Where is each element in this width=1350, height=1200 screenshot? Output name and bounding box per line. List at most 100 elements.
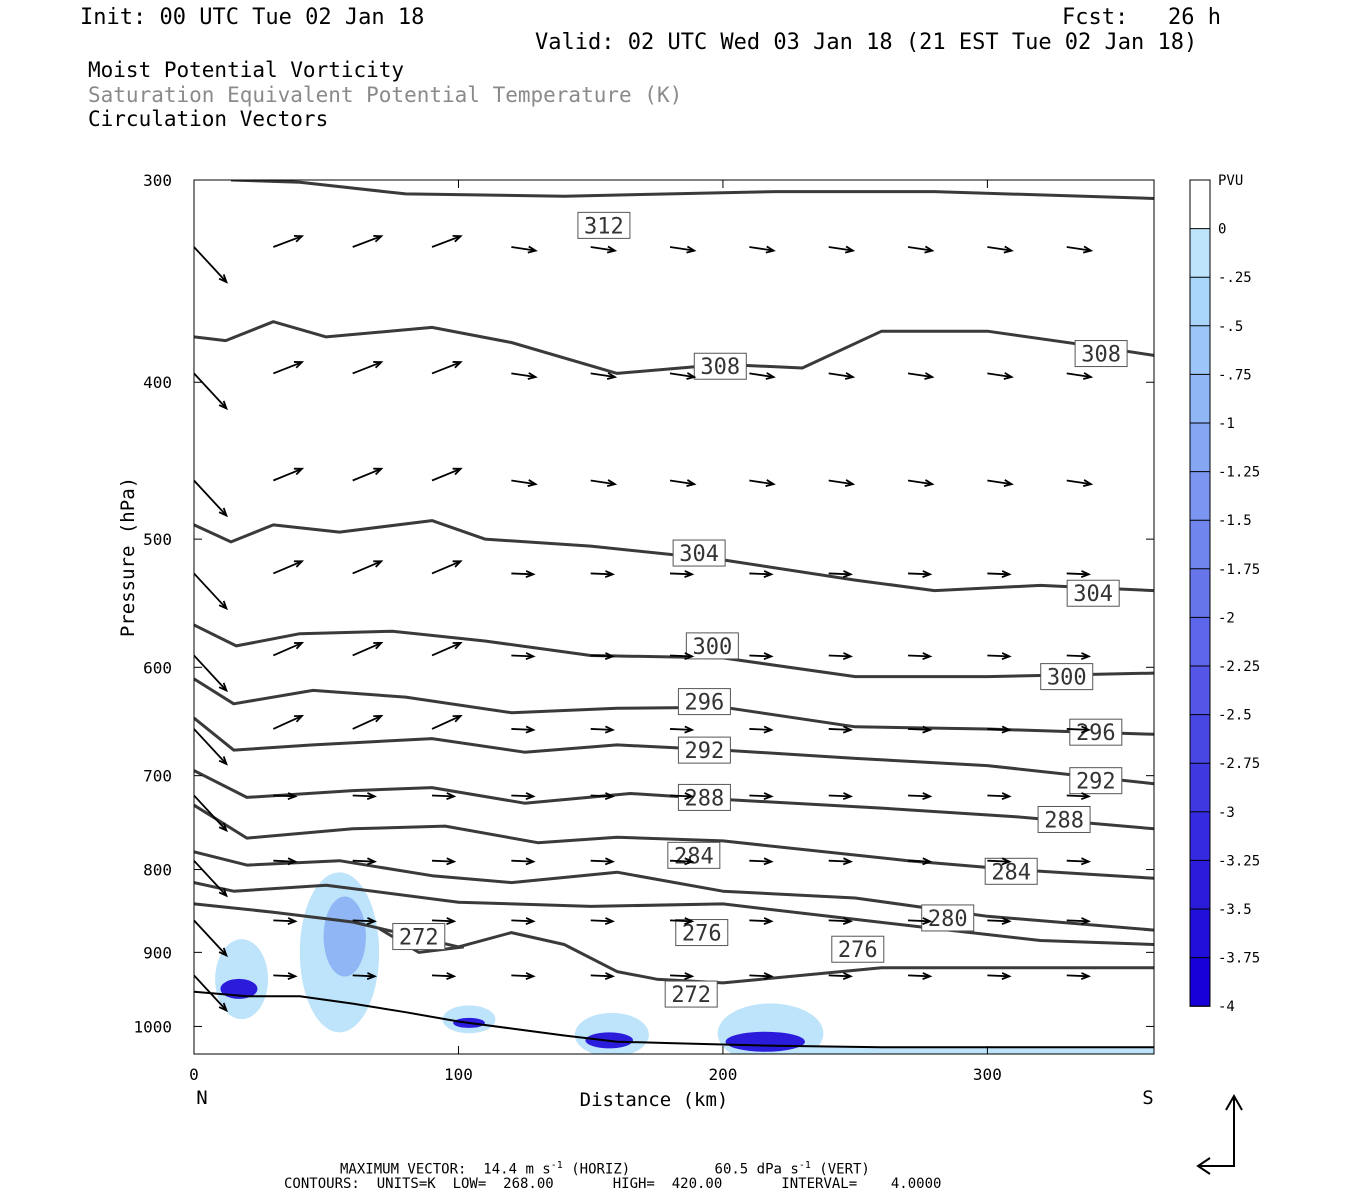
vector-head-6-3 [446, 792, 457, 801]
vector-head-1-8 [844, 372, 856, 380]
vector-7-2 [352, 859, 375, 863]
vector-head-9-6 [684, 972, 695, 980]
colorbar-label-4: -1 [1218, 416, 1235, 432]
colorbar-label-6: -1.5 [1218, 513, 1252, 529]
vector-9-10 [987, 974, 1010, 978]
contour-label-box-312-0 [577, 211, 631, 239]
vector-4-8 [828, 654, 851, 658]
contour-label-box-308-0 [693, 352, 747, 380]
vector-5-7 [749, 728, 772, 731]
contour-label-box-280-0 [921, 904, 975, 932]
vector-3-4 [511, 572, 534, 576]
vector-3-9 [908, 572, 931, 576]
vector-head-6-9 [922, 792, 933, 801]
vector-0-3 [431, 235, 461, 248]
vector-7-11 [1066, 859, 1089, 863]
vector-0-6 [669, 246, 695, 252]
vector-4-7 [749, 654, 772, 658]
vector-head-1-3 [452, 361, 463, 369]
vector-8-4 [511, 919, 534, 923]
vector-8-5 [590, 919, 613, 923]
vector-head-3-3 [452, 560, 463, 568]
vector-3-10 [987, 572, 1010, 576]
vector-5-1 [272, 715, 303, 730]
vector-head-0-8 [844, 245, 856, 254]
vector-6-10 [987, 794, 1010, 798]
colorbar-bin-10 [1190, 666, 1210, 715]
vector-head-4-11 [1080, 652, 1092, 661]
vector-9-4 [511, 974, 534, 978]
vector-0-1 [273, 235, 303, 248]
pv-blob-3 [323, 896, 366, 977]
vector-0-8 [828, 246, 854, 252]
colorbar-bin-2 [1190, 277, 1210, 326]
vector-head-1-7 [765, 372, 776, 380]
vector-head-5-1 [293, 714, 305, 723]
vector-5-8 [828, 728, 851, 731]
vector-8-8 [828, 919, 851, 923]
contour-label-box-296-0 [677, 688, 731, 716]
vector-9-9 [908, 974, 931, 978]
vector-2-3 [431, 467, 461, 482]
y-tick-label-1000: 1000 [133, 1017, 172, 1036]
vector-4-2 [352, 642, 382, 657]
contour-label-292-1: 292 [1076, 770, 1116, 795]
vector-head-5-11 [1080, 725, 1092, 734]
reference-vector-axes [1198, 1096, 1235, 1167]
vector-head-0-2 [373, 234, 384, 243]
vector-5-10 [987, 728, 1010, 731]
vector-head-8-8 [842, 917, 854, 925]
vector-8-0 [194, 919, 228, 957]
vector-head-6-10 [1001, 792, 1012, 801]
x-axis-label: Distance (km) [580, 1089, 729, 1111]
vector-0-9 [907, 246, 933, 252]
vector-1-5 [590, 372, 616, 378]
colorbar-label-12: -3 [1218, 805, 1235, 821]
contour-label-box-296-1 [1069, 718, 1123, 746]
colorbar-bin-1 [1190, 228, 1210, 278]
colorbar-bin-13 [1190, 811, 1210, 861]
vector-head-2-7 [765, 479, 776, 487]
vector-head-4-3 [452, 641, 463, 650]
max-vector-line: MAXIMUM VECTOR: 14.4 m s-1 (HORIZ) 60.5 … [340, 1160, 870, 1178]
vector-5-3 [431, 715, 461, 730]
vector-2-8 [828, 479, 854, 485]
vector-head-3-9 [922, 570, 933, 578]
vector-6-0 [194, 794, 228, 832]
field-title-vectors: Circulation Vectors [88, 107, 329, 131]
vector-head-1-0 [218, 400, 228, 411]
vector-7-0 [194, 860, 228, 897]
contour-label-280-0: 280 [928, 907, 968, 932]
vector-3-2 [352, 560, 382, 575]
vector-head-0-11 [1082, 245, 1094, 254]
vector-head-5-5 [604, 725, 616, 734]
vector-head-6-0 [218, 822, 228, 833]
vector-8-10 [987, 919, 1010, 923]
vector-head-4-0 [218, 682, 228, 693]
vector-8-7 [749, 919, 772, 923]
field-title-thetae: Saturation Equivalent Potential Temperat… [88, 83, 683, 107]
vector-head-2-0 [218, 507, 228, 518]
vector-3-8 [828, 572, 851, 576]
vector-1-11 [1066, 372, 1092, 378]
vector-head-3-8 [842, 570, 854, 578]
vector-head-9-8 [842, 972, 854, 980]
vector-head-8-6 [684, 917, 695, 925]
vector-8-9 [908, 919, 931, 923]
vector-head-9-4 [525, 972, 536, 980]
reference-vector-left-head [1196, 1157, 1211, 1175]
vector-1-0 [194, 372, 228, 410]
contour-label-box-276-0 [675, 919, 729, 947]
vector-0-5 [590, 246, 616, 252]
vector-head-7-0 [218, 887, 228, 898]
vector-8-3 [431, 919, 455, 923]
vector-head-2-11 [1082, 479, 1094, 487]
vector-4-4 [511, 654, 534, 658]
vector-6-6 [669, 794, 693, 798]
colorbar-bin-9 [1190, 617, 1210, 666]
vector-1-2 [352, 361, 382, 375]
vector-head-2-6 [686, 479, 697, 487]
vector-head-5-7 [763, 725, 774, 734]
vector-head-9-5 [604, 972, 616, 980]
vector-head-4-2 [373, 641, 384, 650]
